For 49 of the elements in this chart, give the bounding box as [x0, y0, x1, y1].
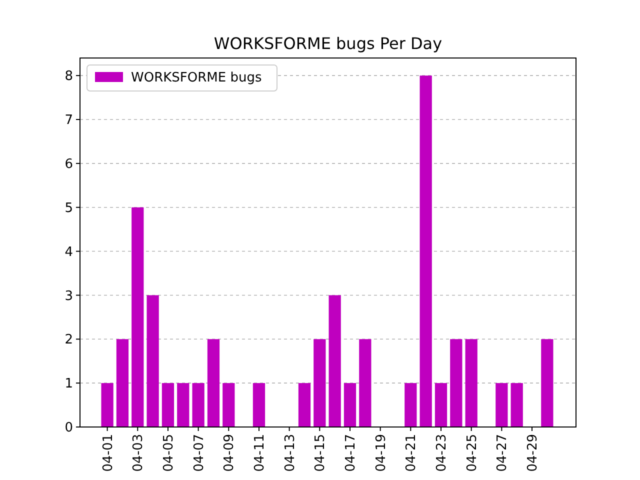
bar	[344, 383, 356, 427]
bar	[177, 383, 190, 427]
y-tick-label: 8	[64, 69, 73, 84]
x-tick-label: 04-25	[464, 434, 480, 472]
y-tick-label: 4	[64, 244, 73, 260]
bar	[222, 383, 235, 427]
bar	[192, 383, 204, 427]
bar	[116, 339, 129, 427]
y-tick-label: 2	[64, 332, 73, 348]
x-tick-label: 04-09	[222, 434, 238, 472]
bar	[162, 383, 174, 427]
x-tick-label: 04-19	[374, 434, 389, 472]
x-tick-label: 04-23	[434, 434, 450, 472]
x-tick-label: 04-29	[526, 434, 541, 472]
x-tick-label: 04-15	[313, 434, 328, 472]
bar	[298, 383, 311, 427]
bar	[510, 383, 523, 427]
bar	[101, 383, 114, 427]
bar	[359, 339, 372, 427]
bar	[404, 383, 417, 427]
x-tick-label: 04-01	[100, 434, 116, 472]
chart-title: WORKSFORME bugs Per Day	[214, 34, 442, 53]
x-tick-label: 04-03	[131, 434, 146, 472]
bar	[420, 76, 432, 427]
y-tick-label: 1	[64, 376, 73, 392]
bar	[132, 207, 144, 427]
y-tick-label: 3	[64, 288, 73, 304]
x-tick-label: 04-17	[344, 434, 359, 472]
legend-label: WORKSFORME bugs	[131, 70, 262, 86]
x-tick-label: 04-21	[404, 434, 420, 472]
bar	[465, 339, 478, 427]
bar	[496, 383, 508, 427]
x-tick-label: 04-11	[252, 434, 268, 472]
bar	[207, 339, 220, 427]
y-tick-label: 6	[64, 156, 73, 172]
bar	[541, 339, 554, 427]
bar	[314, 339, 326, 427]
bar	[146, 295, 159, 427]
y-tick-label: 5	[64, 200, 73, 216]
bar	[328, 295, 341, 427]
bar	[434, 383, 448, 427]
x-tick-label: 04-07	[192, 434, 207, 472]
x-tick-label: 04-13	[282, 434, 298, 472]
bar	[252, 383, 266, 427]
y-tick-label: 0	[64, 420, 73, 436]
bar	[450, 339, 462, 427]
x-tick-label: 04-27	[495, 434, 510, 472]
x-tick-label: 04-05	[162, 434, 177, 472]
y-tick-label: 7	[64, 113, 73, 128]
